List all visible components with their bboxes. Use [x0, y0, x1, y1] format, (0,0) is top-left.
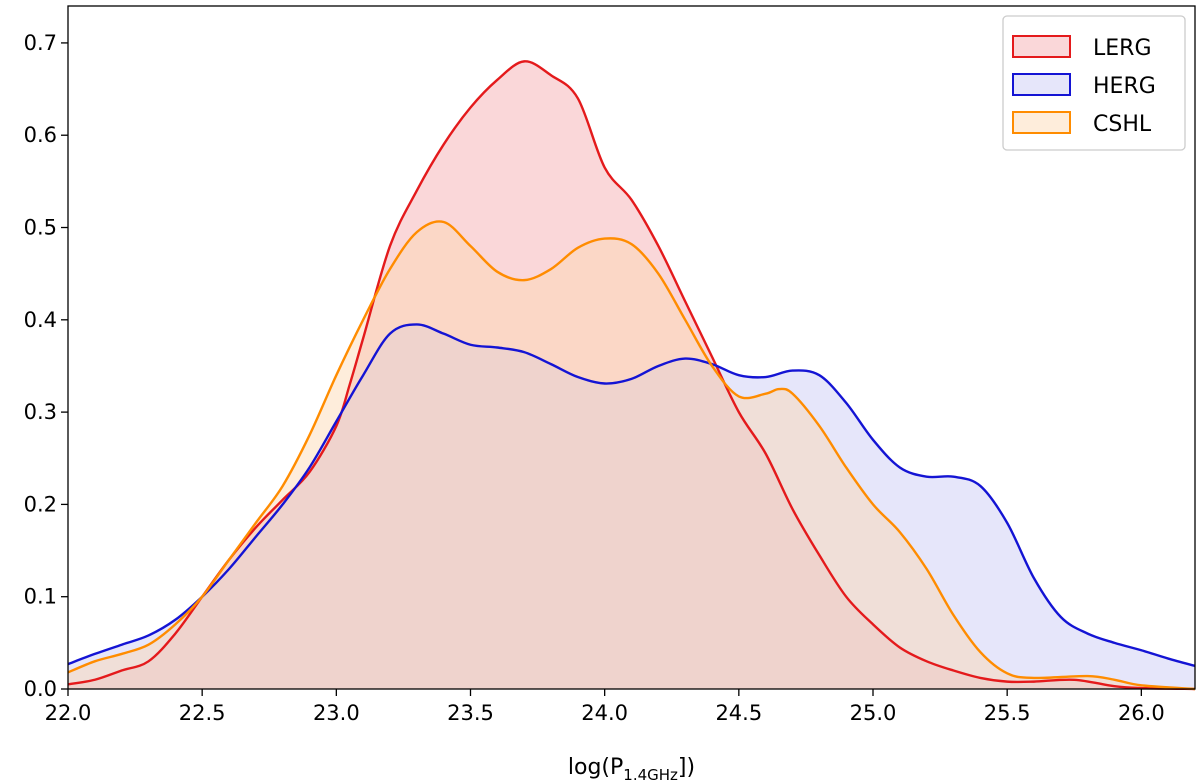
y-tick-label: 0.0: [24, 677, 57, 701]
legend-frame: [1002, 15, 1186, 151]
series-fill-cshl: [68, 221, 1195, 689]
x-axis-label-subscript: 1.4GHz: [623, 766, 678, 784]
y-tick-label: 0.2: [24, 492, 57, 516]
x-axis: 22.0 22.5 23.0 23.5 24.0 24.5 25.0 25.5 26.0: [45, 689, 1165, 725]
legend: LERG HERG CSHL: [1002, 15, 1186, 151]
y-tick-label: 0.1: [24, 585, 57, 609]
x-tick-label: 22.0: [45, 701, 92, 725]
x-axis-label: log(P1.4GHz]): [568, 755, 695, 784]
y-tick-label: 0.5: [24, 216, 57, 240]
series-lines: [67, 60, 1196, 691]
series-line-herg: [67, 323, 1196, 668]
x-tick-label: 25.5: [984, 701, 1031, 725]
x-tick-label: 26.0: [1118, 701, 1165, 725]
y-axis: 0.0 0.1 0.2 0.3 0.4 0.5 0.6 0.7: [24, 31, 68, 701]
series-fill-lerg: [68, 61, 1195, 690]
legend-label-herg: HERG: [1093, 74, 1156, 99]
x-tick-label: 23.0: [313, 701, 360, 725]
x-tick-label: 23.5: [447, 701, 494, 725]
x-tick-label: 24.0: [581, 701, 628, 725]
plot-frame: [67, 5, 1196, 690]
legend-label-cshl: CSHL: [1093, 112, 1152, 137]
x-tick-label: 22.5: [179, 701, 226, 725]
x-tick-label: 25.0: [850, 701, 897, 725]
legend-swatch-lerg: [1012, 35, 1071, 58]
legend-swatch-cshl: [1012, 111, 1071, 134]
series-line-cshl: [67, 220, 1196, 691]
y-tick-label: 0.6: [24, 123, 57, 147]
x-tick-label: 24.5: [715, 701, 762, 725]
y-tick-label: 0.3: [24, 400, 57, 424]
series-line-lerg: [67, 60, 1196, 691]
legend-label-lerg: LERG: [1093, 36, 1152, 61]
series-fills: [68, 61, 1195, 690]
legend-swatch-herg: [1012, 73, 1071, 96]
y-tick-label: 0.4: [24, 308, 57, 332]
y-tick-label: 0.7: [24, 31, 57, 55]
series-fill-herg: [68, 324, 1195, 689]
x-axis-label-suffix: ]): [678, 755, 695, 780]
x-axis-label-main: log(P: [568, 755, 623, 780]
